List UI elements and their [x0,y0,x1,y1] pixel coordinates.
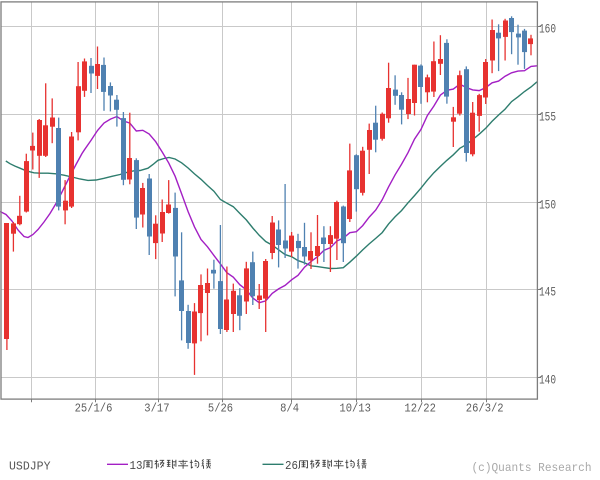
svg-text:26/3/2: 26/3/2 [466,402,504,416]
svg-text:13: 13 [130,459,143,473]
svg-text:(c)Quants Research: (c)Quants Research [472,461,592,475]
svg-text:25/1/6: 25/1/6 [75,402,113,416]
svg-text:5/26: 5/26 [208,402,233,416]
svg-text:8/4: 8/4 [280,402,299,416]
svg-text:150: 150 [539,199,556,213]
svg-text:155: 155 [539,111,556,125]
svg-text:USDJPY: USDJPY [9,459,51,473]
svg-text:140: 140 [539,374,556,388]
svg-text:26: 26 [285,459,298,473]
svg-text:3/17: 3/17 [144,402,169,416]
svg-text:145: 145 [539,286,556,300]
svg-text:10/13: 10/13 [339,402,371,416]
svg-text:12/22: 12/22 [404,402,436,416]
svg-text:160: 160 [539,23,556,37]
